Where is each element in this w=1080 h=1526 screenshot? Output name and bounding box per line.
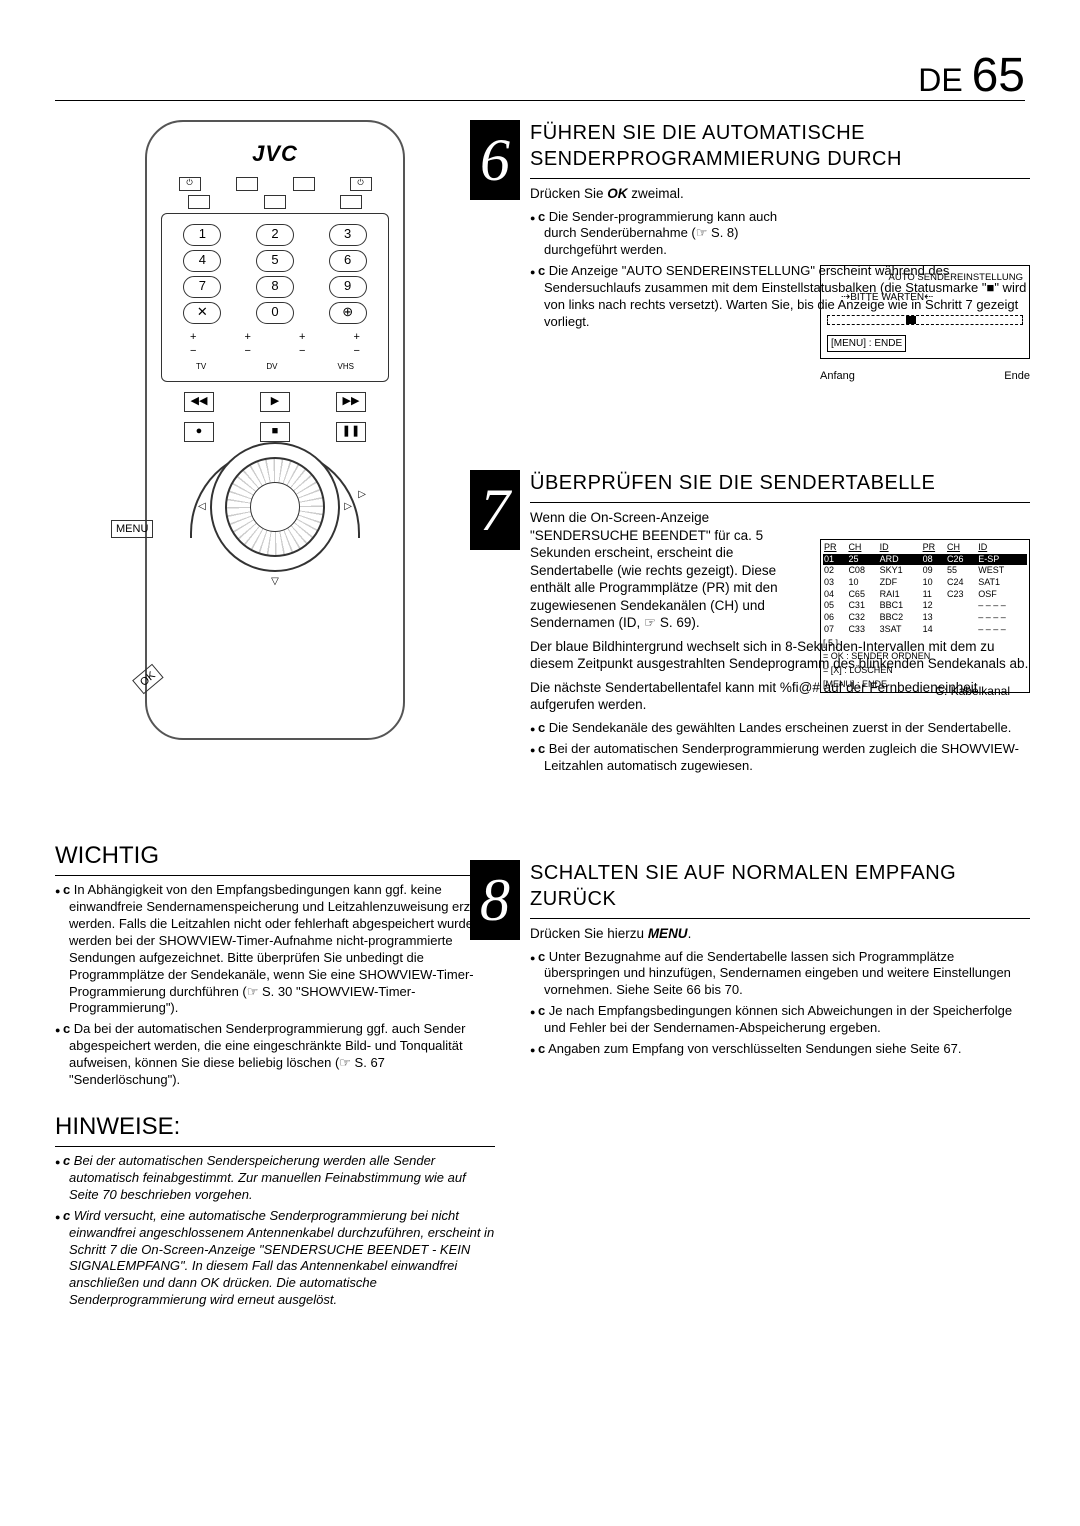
auto-tune-diagram: AUTO SENDEREINSTELLUNG ⇢BITTE WARTEN⇠ [M…: [820, 265, 1030, 359]
num-btn: 6: [329, 250, 367, 272]
rec-icon: ●: [184, 422, 214, 442]
num-btn: 5: [256, 250, 294, 272]
step-marker-8: 8: [470, 860, 520, 940]
num-btn: 7: [183, 276, 221, 298]
num-btn: ⊕: [329, 302, 367, 324]
nav-arc: △ ◁ ▷ ▷ ▽: [190, 448, 360, 538]
right-column: 6 FÜHREN SIE DIE AUTOMATISCHE SENDERPROG…: [530, 120, 1030, 1088]
ok-callout: OK: [132, 664, 164, 695]
wichtig-item: Da bei der automatischen Senderprogrammi…: [69, 1021, 465, 1087]
menu-callout: MENU: [111, 520, 153, 538]
diag-start: Anfang: [820, 369, 855, 383]
tbl-f1: [ 5 ]: [823, 638, 1027, 650]
diag-wait: BITTE WARTEN: [850, 292, 924, 303]
wichtig-item: In Abhängigkeit von den Empfangsbedingun…: [69, 882, 487, 1015]
diag-end: Ende: [1004, 369, 1030, 383]
num-btn: 2: [256, 224, 294, 246]
small-btn: [293, 177, 315, 191]
small-btn: [264, 195, 286, 209]
step8-bullet: Unter Bezugnahme auf die Sendertabelle l…: [544, 949, 1011, 998]
num-btn: ✕: [183, 302, 221, 324]
step7-bullet: Die Sendekanäle des gewählten Landes ers…: [545, 720, 1011, 735]
step6-line1b: zweimal.: [628, 186, 684, 201]
diag-menu-end: [MENU] : ENDE: [827, 335, 906, 352]
pause-icon: ❚❚: [336, 422, 366, 442]
num-btn: 3: [329, 224, 367, 246]
jog-wheel: [225, 457, 325, 557]
channel-table: PRCHIDPRCHID0125ARD08C26E-SP02C08SKY1095…: [820, 539, 1030, 693]
step7-p1: Wenn die On-Screen-Anzeige "SENDERSUCHE …: [530, 509, 800, 632]
tbl-f2: = OK : SENDER ORDNEN: [823, 651, 1027, 663]
step8-bullet: Je nach Empfangsbedingungen können sich …: [544, 1003, 1012, 1035]
step-marker-7: 7: [470, 470, 520, 550]
step7-title: ÜBERPRÜFEN SIE DIE SENDERTABELLE: [530, 470, 1030, 496]
num-btn: 8: [256, 276, 294, 298]
step8-bullet: Angaben zum Empfang von verschlüsselten …: [545, 1041, 961, 1056]
small-btn: ⏻: [179, 177, 201, 191]
page-header: DE 65: [918, 45, 1025, 107]
num-btn: 1: [183, 224, 221, 246]
num-btn: 0: [256, 302, 294, 324]
step-7: 7 ÜBERPRÜFEN SIE DIE SENDERTABELLE Wenn …: [530, 470, 1030, 830]
wichtig-heading: WICHTIG: [55, 840, 495, 871]
remote-illustration: JVC ⏻ ⏻ 1 2 3 4 5 6 7 8: [145, 120, 405, 740]
step6-line1a: Drücken Sie: [530, 186, 607, 201]
step8-line1a: Drücken Sie hierzu: [530, 926, 648, 941]
num-btn: 4: [183, 250, 221, 272]
wichtig-list: c In Abhängigkeit von den Empfangsbeding…: [55, 882, 495, 1089]
stop-icon: ■: [260, 422, 290, 442]
step-6: 6 FÜHREN SIE DIE AUTOMATISCHE SENDERPROG…: [530, 120, 1030, 440]
page-lang: DE: [918, 62, 962, 98]
step6-title: FÜHREN SIE DIE AUTOMATISCHE SENDERPROGRA…: [530, 120, 1030, 172]
step8-title: SCHALTEN SIE AUF NORMALEN EMPFANG ZURÜCK: [530, 860, 1030, 912]
step7-bullet: Bei der automatischen Senderprogrammieru…: [544, 741, 1019, 773]
top-rule: [55, 100, 1025, 101]
hinweise-item: Bei der automatischen Senderspeicherung …: [69, 1153, 466, 1202]
hinweise-list: c Bei der automatischen Senderspeicherun…: [55, 1153, 495, 1309]
rew-icon: ◀◀: [184, 392, 214, 412]
tbl-note: C: Kabelkanal: [935, 684, 1010, 700]
step-8: 8 SCHALTEN SIE AUF NORMALEN EMPFANG ZURÜ…: [530, 860, 1030, 1058]
play-icon: ▶: [260, 392, 290, 412]
left-column: JVC ⏻ ⏻ 1 2 3 4 5 6 7 8: [55, 120, 495, 1313]
step8-line1b: .: [688, 926, 692, 941]
tbl-f3: = [X] : LÖSCHEN: [823, 665, 1027, 677]
num-btn: 9: [329, 276, 367, 298]
ok-text: OK: [607, 186, 627, 201]
page-num: 65: [972, 49, 1025, 102]
brand-logo: JVC: [161, 140, 389, 169]
small-btn: [236, 177, 258, 191]
ff-icon: ▶▶: [336, 392, 366, 412]
hinweise-heading: HINWEISE:: [55, 1111, 495, 1142]
step6-bullet: Die Sender-programmierung kann auch durc…: [544, 209, 777, 258]
step-marker-6: 6: [470, 120, 520, 200]
hinweise-item: Wird versucht, eine automatische Senderp…: [69, 1208, 494, 1307]
menu-text: MENU: [648, 926, 688, 941]
small-btn: [340, 195, 362, 209]
small-btn: [188, 195, 210, 209]
diag-title: AUTO SENDEREINSTELLUNG: [827, 272, 1023, 284]
small-btn: ⏻: [350, 177, 372, 191]
